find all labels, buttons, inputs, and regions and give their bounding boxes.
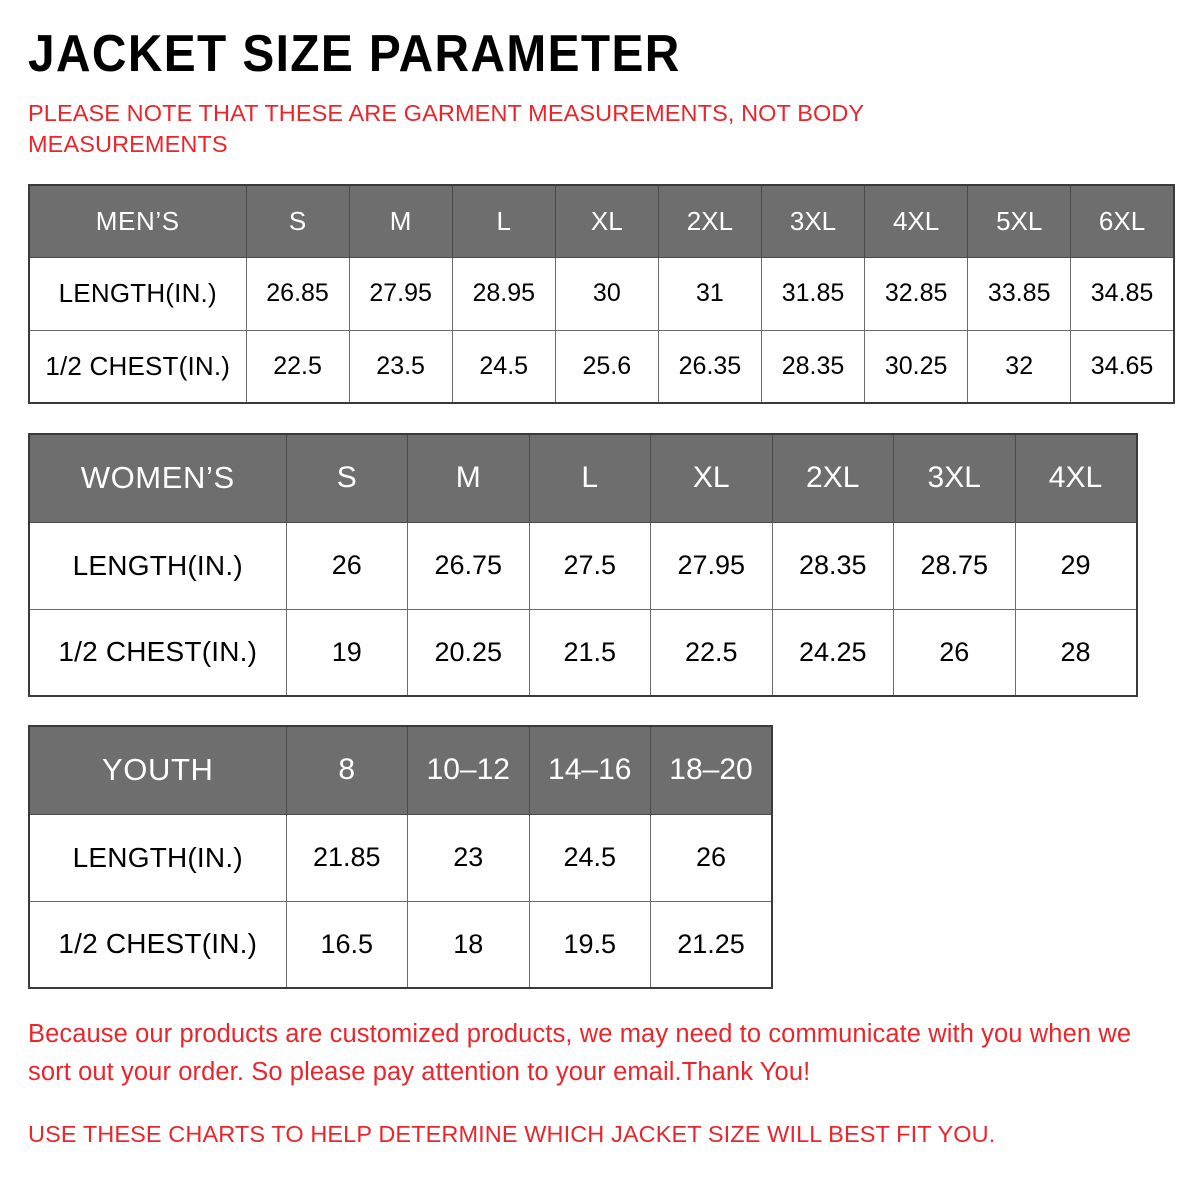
womens-corner-label: WOMEN’S <box>28 433 287 523</box>
size-column-header: 8 <box>285 725 408 815</box>
measurement-cell: 31.85 <box>760 256 866 331</box>
measurement-row-label: 1/2 CHEST(IN.) <box>28 329 247 404</box>
measurement-cell: 26.75 <box>407 521 530 610</box>
measurement-cell: 25.6 <box>554 329 659 404</box>
size-column-header: 10–12 <box>407 725 530 815</box>
size-column-header: L <box>451 184 556 258</box>
measurement-cell: 19.5 <box>528 900 651 989</box>
measurement-row-label: LENGTH(IN.) <box>28 521 287 610</box>
measurement-cell: 20.25 <box>407 608 530 697</box>
table-row: LENGTH(IN.) 21.85 23 24.5 26 <box>28 813 773 902</box>
size-column-header: 18–20 <box>650 725 773 815</box>
measurement-cell: 26 <box>893 608 1016 697</box>
measurement-cell: 31 <box>657 256 762 331</box>
measurement-cell: 28.95 <box>451 256 556 331</box>
measurement-cell: 34.65 <box>1070 329 1175 404</box>
measurement-cell: 29 <box>1014 521 1137 610</box>
measurement-cell: 27.95 <box>650 521 773 610</box>
table-row: 1/2 CHEST(IN.) 19 20.25 21.5 22.5 24.25 26 28 <box>28 608 1137 697</box>
youth-size-table: YOUTH 8 10–12 14–16 18–20 LENGTH(IN.) 21.85 23 2… <box>28 725 773 990</box>
measurement-cell: 26.35 <box>657 329 762 404</box>
footer-usage-note: USE THESE CHARTS TO HELP DETERMINE WHICH… <box>28 1120 996 1147</box>
size-column-header: 2XL <box>657 184 762 258</box>
measurement-cell: 22.5 <box>650 608 773 697</box>
table-row: LENGTH(IN.) 26.85 27.95 28.95 30 31 31.85 32.85… <box>28 256 1175 331</box>
size-column-header: M <box>407 433 530 523</box>
measurement-cell: 26.85 <box>245 256 350 331</box>
measurement-cell: 28.35 <box>760 329 866 404</box>
measurement-row-label: LENGTH(IN.) <box>28 256 247 331</box>
measurement-cell: 24.5 <box>528 813 651 902</box>
measurement-cell: 21.85 <box>285 813 408 902</box>
measurement-cell: 32 <box>967 329 1072 404</box>
measurement-cell: 18 <box>407 900 530 989</box>
size-column-header: S <box>245 184 350 258</box>
table-row: LENGTH(IN.) 26 26.75 27.5 27.95 28.35 28.75 29 <box>28 521 1137 610</box>
size-column-header: 4XL <box>864 184 969 258</box>
mens-corner-label: MEN’S <box>28 184 247 258</box>
measurement-cell: 26 <box>285 521 408 610</box>
measurement-cell: 28.75 <box>893 521 1016 610</box>
size-column-header: S <box>285 433 408 523</box>
footer: Because our products are customized prod… <box>28 989 1172 1150</box>
size-column-header: 4XL <box>1014 433 1137 523</box>
measurement-cell: 27.95 <box>348 256 453 331</box>
measurement-cell: 27.5 <box>528 521 651 610</box>
measurement-cell: 32.85 <box>864 256 969 331</box>
table-row: 1/2 CHEST(IN.) 16.5 18 19.5 21.25 <box>28 900 773 989</box>
size-column-header: 6XL <box>1070 184 1175 258</box>
size-column-header: 3XL <box>760 184 866 258</box>
measurement-cell: 19 <box>285 608 408 697</box>
measurement-cell: 23.5 <box>348 329 453 404</box>
measurement-cell: 34.85 <box>1070 256 1175 331</box>
size-column-header: XL <box>650 433 773 523</box>
measurement-cell: 21.5 <box>528 608 651 697</box>
measurement-cell: 28.35 <box>771 521 894 610</box>
measurement-cell: 24.5 <box>451 329 556 404</box>
size-column-header: 5XL <box>967 184 1072 258</box>
page-title: JACKET SIZE PARAMETER <box>28 25 681 83</box>
measurement-cell: 23 <box>407 813 530 902</box>
measurement-cell: 22.5 <box>245 329 350 404</box>
measurement-cell: 16.5 <box>285 900 408 989</box>
size-column-header: L <box>528 433 651 523</box>
garment-measurement-note: PLEASE NOTE THAT THESE ARE GARMENT MEASU… <box>28 100 864 158</box>
size-column-header: M <box>348 184 453 258</box>
measurement-cell: 21.25 <box>650 900 773 989</box>
measurement-row-label: 1/2 CHEST(IN.) <box>28 900 287 989</box>
youth-corner-label: YOUTH <box>28 725 287 815</box>
womens-size-table: WOMEN’S S M L XL 2XL 3XL 4XL LENGTH(IN.) 26 26.75 2… <box>28 433 1138 698</box>
size-column-header: 3XL <box>893 433 1016 523</box>
table-header-row: WOMEN’S S M L XL 2XL 3XL 4XL <box>28 433 1137 523</box>
measurement-row-label: 1/2 CHEST(IN.) <box>28 608 287 697</box>
footer-customization-note: Because our products are customized prod… <box>28 1020 1132 1087</box>
size-column-header: XL <box>554 184 659 258</box>
mens-size-table: MEN’S S M L XL 2XL 3XL 4XL 5XL 6XL LENGTH(IN.) 26.8… <box>28 184 1175 405</box>
table-header-row: MEN’S S M L XL 2XL 3XL 4XL 5XL 6XL <box>28 184 1175 258</box>
size-column-header: 14–16 <box>528 725 651 815</box>
measurement-cell: 30.25 <box>864 329 969 404</box>
table-row: 1/2 CHEST(IN.) 22.5 23.5 24.5 25.6 26.35 28.35… <box>28 329 1175 404</box>
measurement-row-label: LENGTH(IN.) <box>28 813 287 902</box>
measurement-cell: 33.85 <box>967 256 1072 331</box>
measurement-cell: 26 <box>650 813 773 902</box>
table-header-row: YOUTH 8 10–12 14–16 18–20 <box>28 725 773 815</box>
measurement-cell: 28 <box>1014 608 1137 697</box>
measurement-cell: 30 <box>554 256 659 331</box>
measurement-cell: 24.25 <box>771 608 894 697</box>
size-column-header: 2XL <box>771 433 894 523</box>
